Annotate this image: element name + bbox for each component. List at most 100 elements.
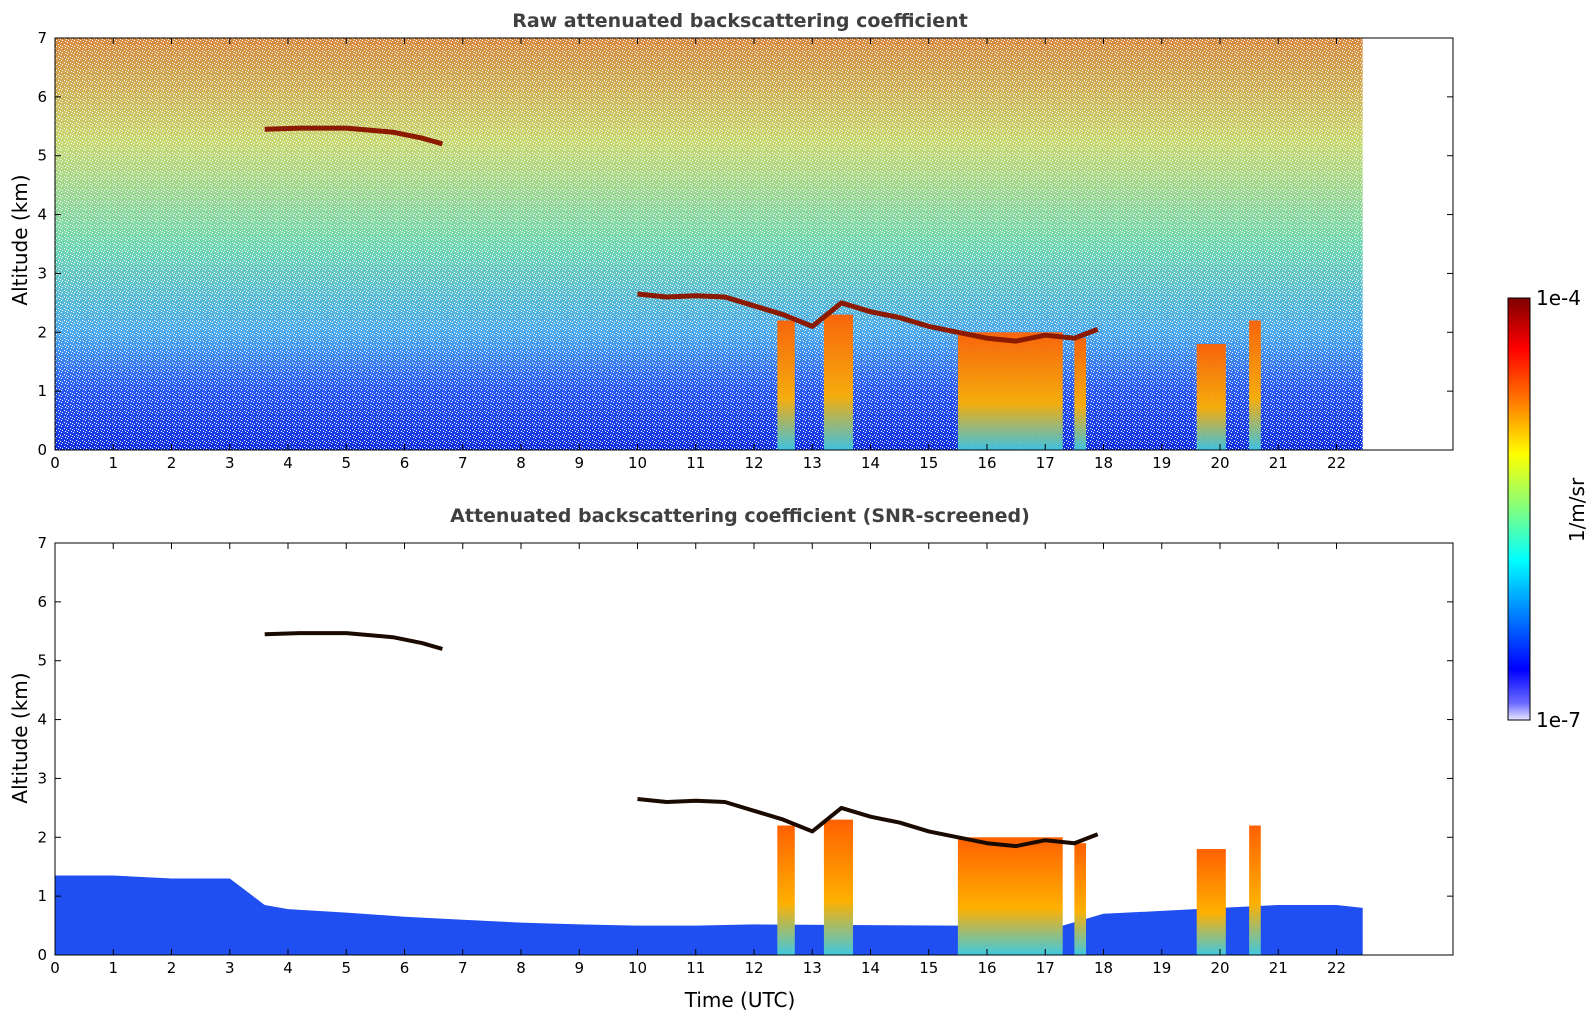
x-tick-label: 5 (341, 454, 351, 472)
x-tick-label: 0 (50, 959, 60, 977)
x-tick-label: 17 (1036, 959, 1055, 977)
y-tick-label: 1 (37, 887, 47, 905)
y-tick-label: 1 (37, 382, 47, 400)
x-axis-ticks: 0 1 2 3 4 5 6 7 8 9 10 11 12 13 14 15 16 17 18 19 20 21 22 (50, 38, 1346, 472)
precip-shaft-4 (957, 837, 1063, 955)
x-tick-label: 3 (225, 454, 235, 472)
precip-shaft-6 (1196, 849, 1226, 955)
x-tick-label: 7 (458, 959, 468, 977)
x-tick-label: 22 (1327, 454, 1346, 472)
noise-speckle (55, 38, 1363, 450)
x-tick-label: 20 (1210, 454, 1229, 472)
precip-shaft-2 (777, 825, 795, 955)
y-tick-label: 4 (37, 711, 47, 729)
y-tick-label: 4 (37, 206, 47, 224)
x-tick-label: 6 (400, 959, 410, 977)
y-tick-label: 0 (37, 441, 47, 459)
x-tick-label: 13 (803, 959, 822, 977)
cloud-layer-1 (637, 291, 1099, 344)
y-tick-label: 3 (37, 264, 47, 282)
precip-shaft-3 (823, 819, 854, 955)
snr-screened-panel: Attenuated backscattering coefficient (S… (8, 505, 1454, 1012)
x-tick-label: 2 (167, 454, 177, 472)
y-tick-label: 7 (37, 534, 47, 552)
x-tick-label: 2 (167, 959, 177, 977)
x-tick-label: 0 (50, 454, 60, 472)
x-tick-label: 9 (574, 959, 584, 977)
colorbar-unit-label: 1/m/sr (1565, 477, 1589, 542)
x-tick-label: 19 (1152, 959, 1171, 977)
precip-shaft-7 (1249, 320, 1261, 450)
x-tick-label: 14 (861, 959, 880, 977)
precip-shaft-3 (823, 314, 854, 450)
x-tick-label: 13 (803, 454, 822, 472)
colorbar-max-label: 1e-4 (1536, 286, 1581, 310)
cloud-layer-1 (637, 797, 1099, 849)
x-tick-label: 17 (1036, 454, 1055, 472)
x-tick-label: 4 (283, 959, 293, 977)
y-axis-ticks: 0 1 2 3 4 5 6 7 (37, 534, 1453, 964)
x-tick-label: 12 (744, 454, 763, 472)
precip-shaft-4 (957, 332, 1063, 450)
x-tick-label: 8 (516, 959, 526, 977)
precip-shaft-2 (777, 320, 795, 450)
x-tick-label: 18 (1094, 454, 1113, 472)
x-tick-label: 16 (977, 959, 996, 977)
y-tick-label: 6 (37, 88, 47, 106)
panel-title: Attenuated backscattering coefficient (S… (450, 505, 1030, 527)
x-tick-label: 3 (225, 959, 235, 977)
x-axis-label: Time (UTC) (684, 988, 796, 1012)
cloud-layer-0 (264, 631, 443, 651)
y-tick-label: 0 (37, 946, 47, 964)
colorbar-min-label: 1e-7 (1536, 708, 1581, 732)
heatmap-area (54, 542, 1454, 956)
x-tick-label: 21 (1269, 454, 1288, 472)
x-tick-label: 19 (1152, 454, 1171, 472)
x-tick-label: 10 (628, 454, 647, 472)
precip-shaft-5 (1074, 843, 1087, 955)
x-tick-label: 20 (1210, 959, 1229, 977)
x-tick-label: 7 (458, 454, 468, 472)
precip-shaft-7 (1249, 825, 1261, 955)
x-tick-label: 8 (516, 454, 526, 472)
colorbar: 1e-4 1e-7 1/m/sr (1507, 286, 1589, 732)
x-tick-label: 11 (686, 959, 705, 977)
y-axis-label: Altitude (km) (8, 672, 32, 803)
colorbar-gradient (1507, 297, 1531, 721)
y-tick-label: 2 (37, 323, 47, 341)
x-tick-label: 15 (919, 959, 938, 977)
x-tick-label: 5 (341, 959, 351, 977)
x-tick-label: 12 (744, 959, 763, 977)
y-tick-label: 5 (37, 652, 47, 670)
x-tick-label: 4 (283, 454, 293, 472)
cloud-layer-0 (264, 125, 444, 147)
y-tick-label: 7 (37, 29, 47, 47)
x-axis-ticks: 0 1 2 3 4 5 6 7 8 9 10 11 12 13 14 15 16 17 18 19 20 21 22 (50, 543, 1346, 977)
x-tick-label: 16 (977, 454, 996, 472)
y-tick-label: 2 (37, 828, 47, 846)
axes-frame (54, 542, 1454, 956)
x-tick-label: 18 (1094, 959, 1113, 977)
x-tick-label: 10 (628, 959, 647, 977)
x-tick-label: 6 (400, 454, 410, 472)
y-tick-label: 5 (37, 147, 47, 165)
precip-shaft-5 (1074, 338, 1087, 450)
x-tick-label: 9 (574, 454, 584, 472)
y-axis-label: Altitude (km) (8, 174, 32, 305)
x-tick-label: 14 (861, 454, 880, 472)
x-tick-label: 1 (108, 454, 118, 472)
heatmap-area (54, 37, 1454, 451)
precip-shaft-6 (1196, 344, 1226, 450)
panel-title: Raw attenuated backscattering coefficien… (512, 10, 968, 32)
y-tick-label: 6 (37, 593, 47, 611)
x-tick-label: 11 (686, 454, 705, 472)
boundary-layer (55, 875, 1363, 955)
x-tick-label: 1 (108, 959, 118, 977)
x-tick-label: 22 (1327, 959, 1346, 977)
y-tick-label: 3 (37, 769, 47, 787)
y-axis-ticks: 0 1 2 3 4 5 6 7 (37, 29, 1453, 459)
raw-backscatter-panel: Raw attenuated backscattering coefficien… (8, 10, 1454, 472)
x-tick-label: 15 (919, 454, 938, 472)
x-tick-label: 21 (1269, 959, 1288, 977)
